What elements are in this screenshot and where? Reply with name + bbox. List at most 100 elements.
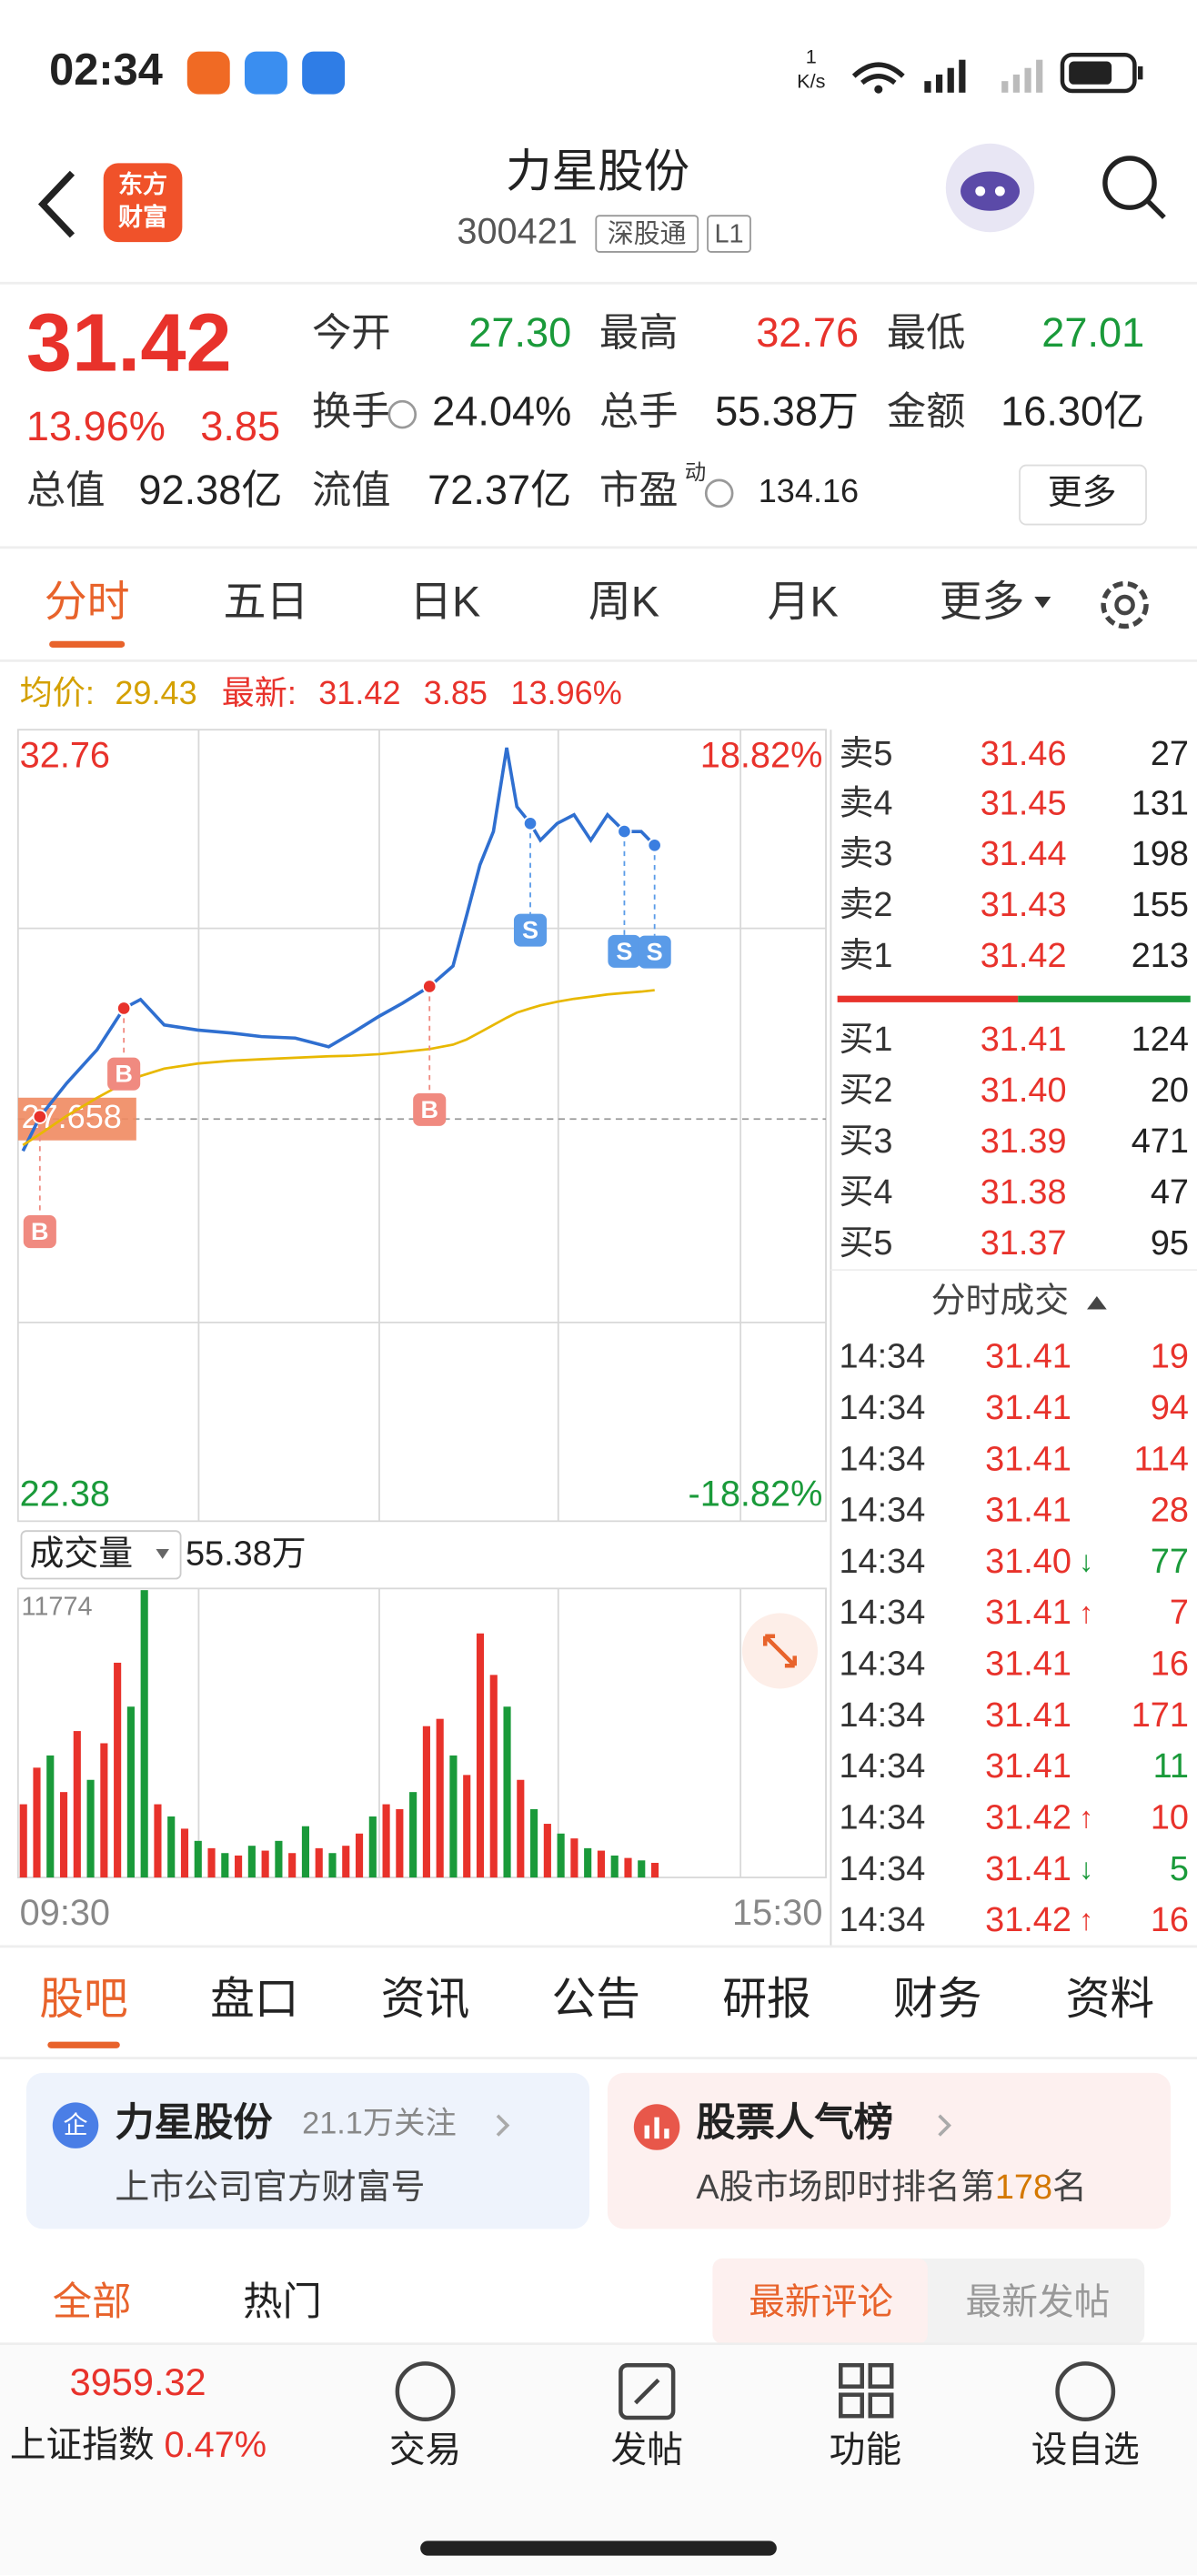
nav-item[interactable]: 功能 <box>830 2430 901 2470</box>
section-tab[interactable]: 财务 <box>893 1975 981 2024</box>
bottom-bar <box>0 2345 1197 2576</box>
y2-tick-label: 18.82% <box>700 735 823 775</box>
book-level: 买4 <box>839 1173 892 1212</box>
trade-volume: 11 <box>1153 1747 1189 1786</box>
book-volume: 27 <box>1151 735 1189 773</box>
volume-bar <box>46 1755 55 1878</box>
tag: 深股通 <box>608 219 687 248</box>
index-value[interactable]: 3959.32 <box>70 2360 206 2403</box>
ranking-card[interactable] <box>607 2072 1172 2229</box>
volume-bar <box>368 1816 377 1878</box>
period-tab[interactable]: 周K <box>588 578 659 625</box>
back-button[interactable] <box>37 170 75 238</box>
trade-side: B <box>115 1060 133 1088</box>
trade-price: 31.41 <box>985 1338 1071 1376</box>
net-speed-unit: K/s <box>797 70 825 93</box>
section-tab[interactable]: 公告 <box>552 1975 640 2024</box>
book-price: 31.42 <box>981 937 1067 975</box>
period-tab[interactable]: 更多 <box>940 578 1025 625</box>
trade-time: 14:34 <box>839 1594 925 1632</box>
nav-item[interactable]: 设自选 <box>1031 2430 1140 2470</box>
volume-title[interactable]: 成交量 <box>29 1535 133 1573</box>
feed-sort-active[interactable] <box>712 2258 928 2344</box>
volume-bar <box>396 1808 404 1878</box>
index-change[interactable]: 0.47% <box>165 2425 267 2465</box>
x-tick-label: 15:30 <box>732 1893 822 1933</box>
volume-bar <box>288 1853 297 1878</box>
period-tab[interactable]: 五日 <box>224 578 309 625</box>
change-percent: 13.96% <box>26 403 166 449</box>
active-tab-underline <box>49 640 126 648</box>
more-button[interactable] <box>1019 464 1147 526</box>
change-amount: 3.85 <box>200 403 280 449</box>
feed-sort[interactable]: 最新发帖 <box>965 2282 1110 2322</box>
trade-time: 14:34 <box>839 1645 925 1684</box>
book-level: 卖5 <box>839 735 892 773</box>
nav-item[interactable]: 发帖 <box>611 2430 683 2470</box>
volume-bar <box>114 1662 122 1878</box>
field-value: 16.30亿 <box>1001 388 1144 435</box>
feed-sort[interactable]: 最新评论 <box>749 2282 893 2322</box>
settings-button[interactable] <box>1101 580 1149 629</box>
trade-price: 31.41 <box>985 1492 1071 1530</box>
section-tab[interactable]: 资料 <box>1066 1975 1154 2024</box>
trade-time: 14:34 <box>839 1389 925 1427</box>
trade-dot <box>647 838 662 853</box>
volume-bar <box>597 1850 606 1878</box>
volume-bar <box>584 1847 592 1878</box>
net-speed-value: 1 <box>806 45 817 68</box>
volume-bar <box>33 1767 41 1878</box>
book-level: 卖2 <box>839 886 892 924</box>
book-volume: 20 <box>1151 1072 1189 1110</box>
stock-code: 300421 <box>457 212 578 252</box>
index-name[interactable]: 上证指数 <box>10 2425 155 2465</box>
field-label: 换手 <box>312 390 391 434</box>
bid-bar <box>1018 995 1191 1002</box>
trade-price: 31.41 <box>985 1645 1071 1684</box>
more-button-label[interactable]: 更多 <box>1048 474 1117 512</box>
section-tab[interactable]: 股吧 <box>39 1975 127 2024</box>
book-volume: 213 <box>1132 937 1189 975</box>
info-icon[interactable] <box>387 399 417 429</box>
volume-bar <box>140 1590 148 1878</box>
trade-price: 31.41 <box>985 1389 1071 1427</box>
chevron <box>938 2114 951 2137</box>
expand-button[interactable] <box>741 1613 818 1689</box>
field-value: 32.76 <box>756 309 859 356</box>
volume-bar <box>436 1718 444 1878</box>
volume-bar <box>476 1633 485 1878</box>
section-tab[interactable]: 研报 <box>722 1975 810 2024</box>
field-value: 92.38亿 <box>138 467 282 513</box>
y-tick-label: 32.76 <box>20 735 110 775</box>
trade-list-title[interactable]: 分时成交 <box>931 1282 1070 1320</box>
book-level: 卖1 <box>839 937 892 975</box>
period-tab[interactable]: 分时 <box>45 578 130 625</box>
chart-frames <box>16 729 832 1947</box>
volume-bar <box>247 1846 256 1878</box>
volume-bar <box>167 1816 176 1878</box>
search-button[interactable] <box>1102 156 1166 219</box>
volume-selector[interactable] <box>20 1530 182 1580</box>
feed-tab[interactable]: 全部 <box>53 2280 132 2324</box>
company-card[interactable] <box>25 2072 590 2229</box>
volume-bar <box>328 1853 337 1878</box>
period-tab[interactable]: 月K <box>768 578 839 625</box>
trade-price: 31.42 <box>985 1901 1071 1939</box>
nav-item[interactable]: 交易 <box>389 2430 461 2470</box>
volume-bar <box>154 1804 162 1878</box>
section-tab[interactable]: 盘口 <box>210 1975 298 2024</box>
book-volume: 95 <box>1151 1224 1189 1263</box>
latest-change: 3.85 <box>424 674 488 711</box>
info-icon[interactable] <box>704 478 734 508</box>
feed-tab[interactable]: 热门 <box>243 2280 322 2324</box>
nav-icons <box>395 2361 1116 2422</box>
volume-bar <box>235 1855 243 1878</box>
trade-direction: ↓ <box>1079 1852 1093 1885</box>
section-tab[interactable]: 资讯 <box>381 1975 469 2024</box>
period-tab[interactable]: 日K <box>409 578 480 625</box>
book-price: 31.41 <box>981 1021 1067 1059</box>
volume-bar <box>86 1779 95 1878</box>
volume-bar <box>382 1804 390 1878</box>
